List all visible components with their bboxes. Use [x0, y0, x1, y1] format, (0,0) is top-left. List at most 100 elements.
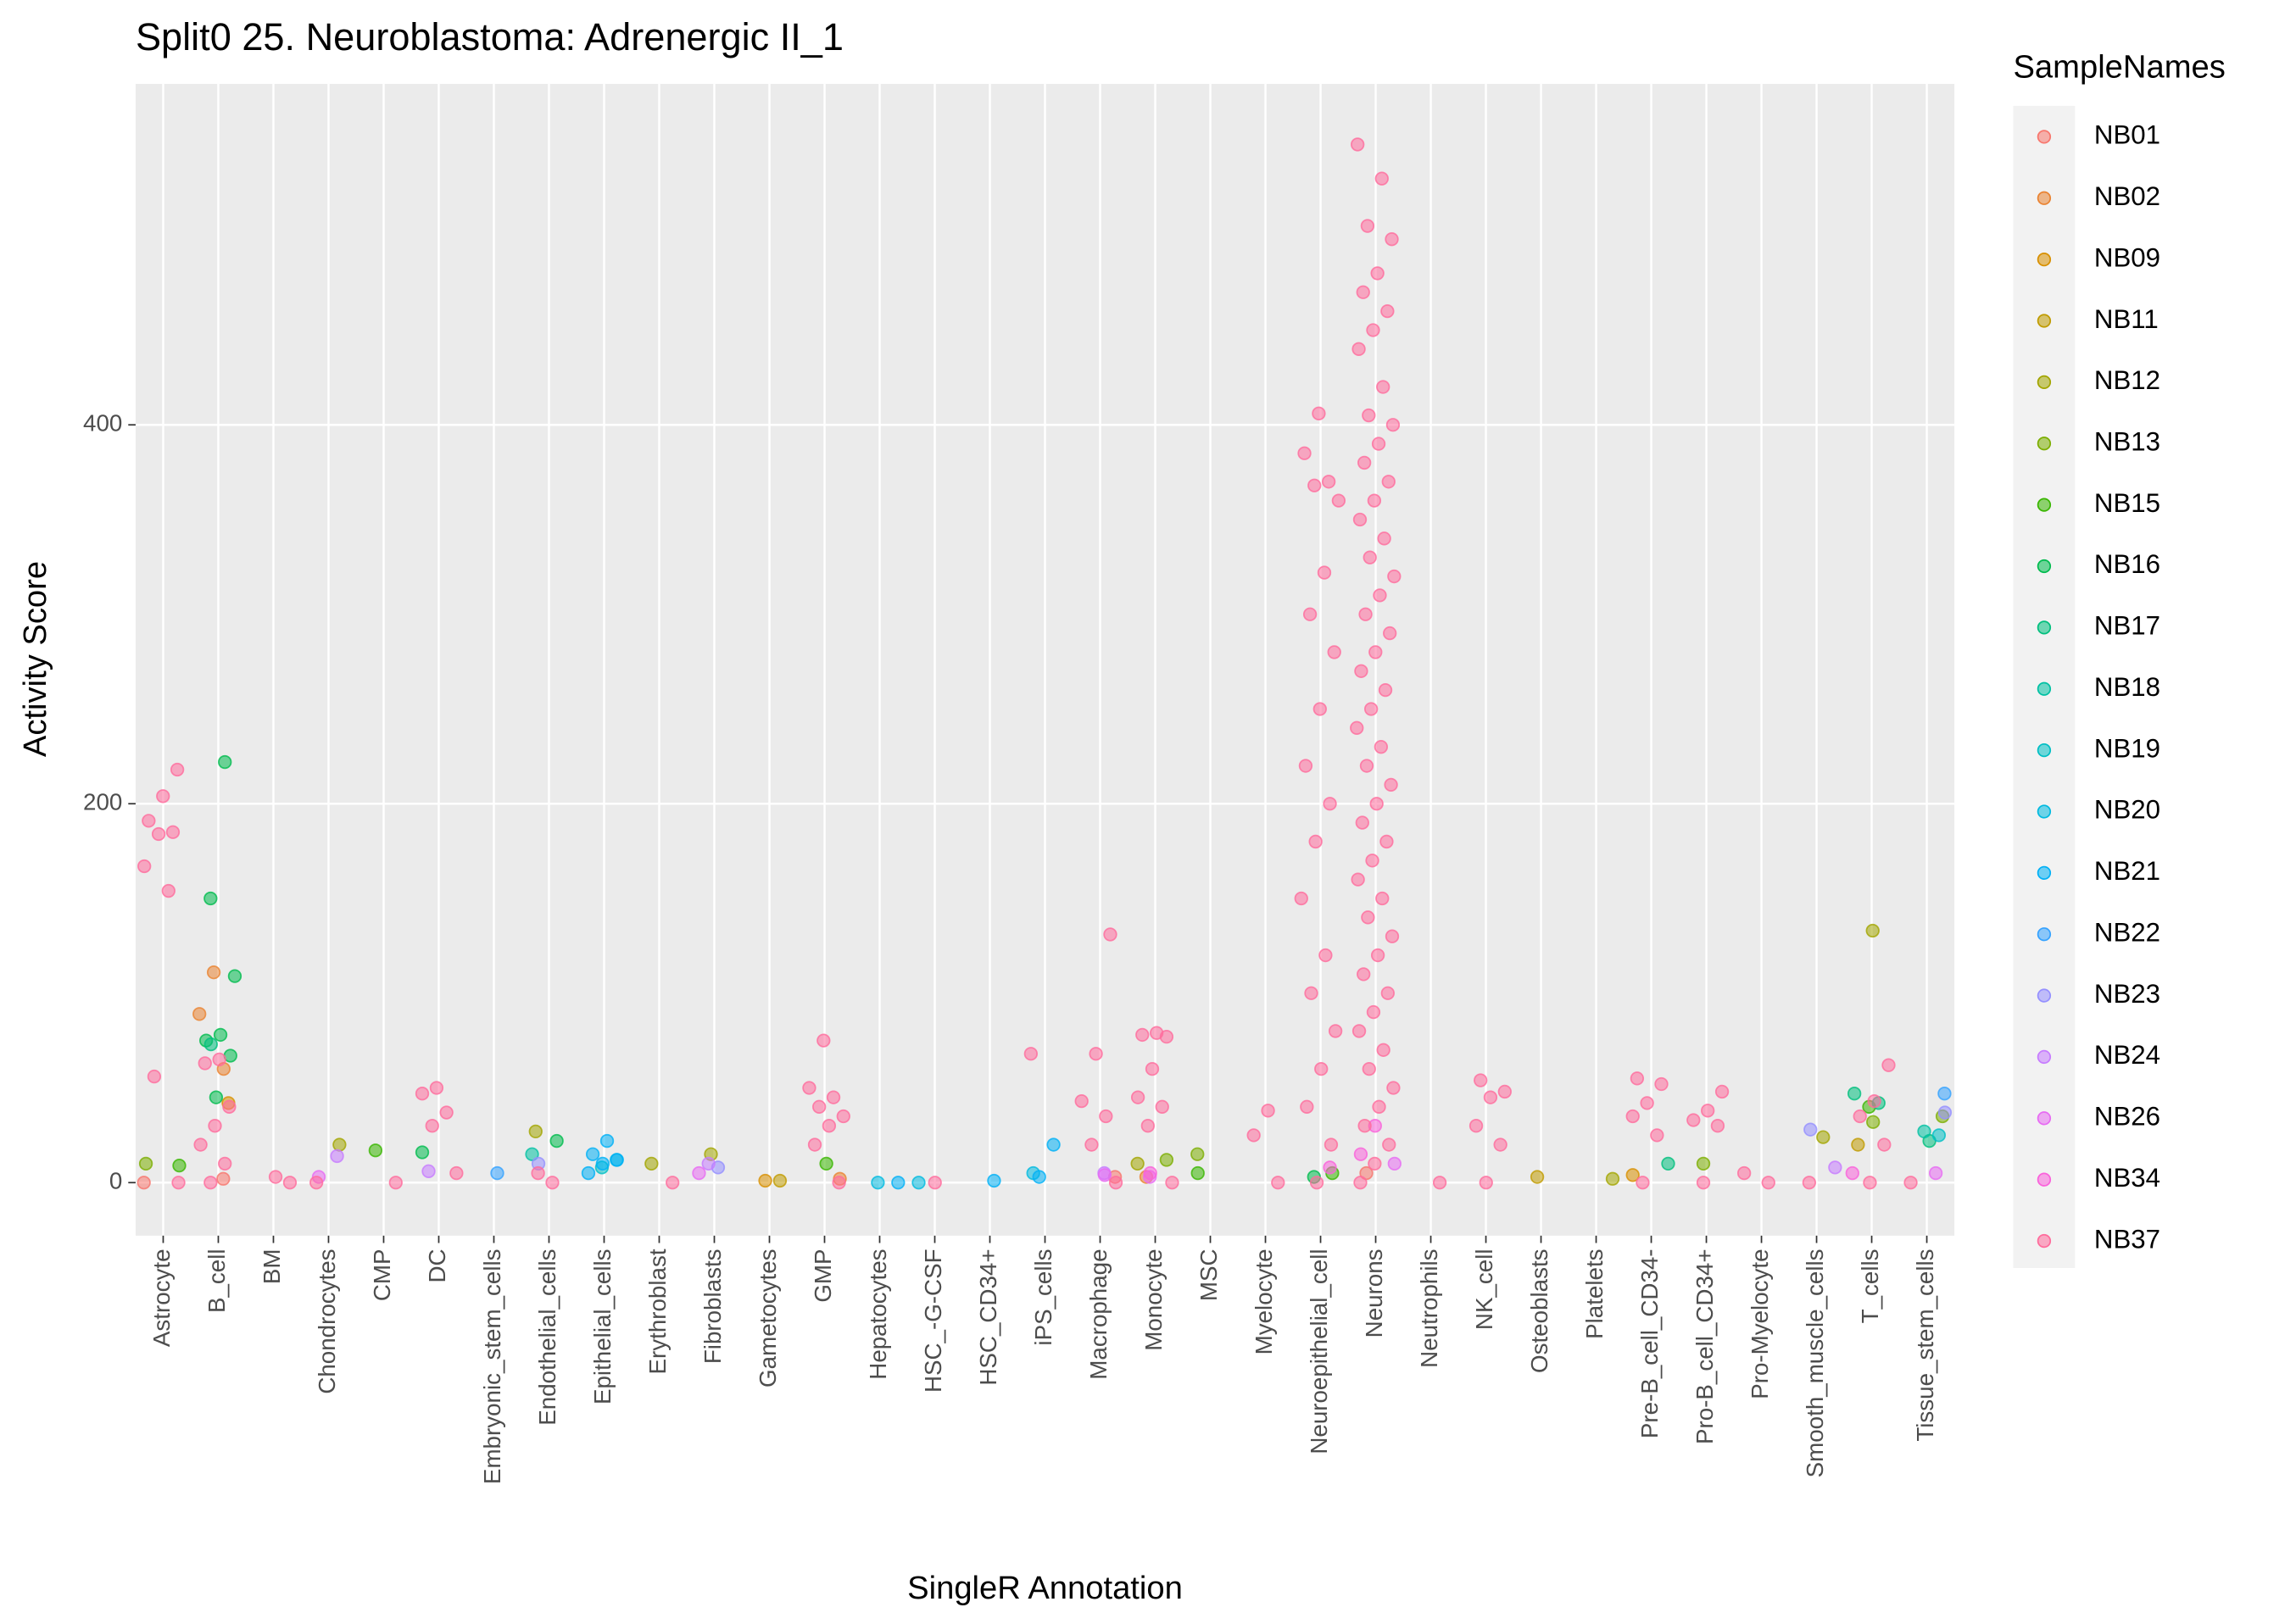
chart-title: Split0 25. Neuroblastoma: Adrenergic II_…	[136, 15, 844, 58]
point	[172, 1158, 187, 1173]
point	[208, 1119, 222, 1133]
point	[599, 1133, 615, 1148]
legend-label: NB15	[2094, 488, 2160, 518]
point	[1903, 1176, 1918, 1190]
x-tick-label: Macrophage	[1085, 1249, 1112, 1379]
point	[1358, 607, 1373, 621]
x-tick-label: Astrocyte	[148, 1249, 175, 1347]
point	[1387, 1156, 1402, 1171]
legend-key	[2037, 437, 2052, 451]
point	[1931, 1128, 1947, 1143]
point	[138, 1156, 153, 1171]
point	[222, 1099, 237, 1115]
point	[1356, 285, 1370, 299]
point	[1046, 1137, 1061, 1152]
point	[807, 1137, 822, 1152]
legend-label: NB16	[2094, 549, 2160, 579]
point	[585, 1147, 600, 1161]
point	[282, 1176, 298, 1190]
point	[1362, 1061, 1376, 1076]
point	[1382, 1137, 1396, 1152]
legend-key	[2037, 252, 2052, 267]
point	[1357, 967, 1371, 982]
point	[439, 1105, 454, 1120]
point	[1369, 797, 1384, 811]
point	[1710, 1119, 1725, 1133]
point	[1376, 380, 1390, 394]
point	[819, 1156, 833, 1171]
point	[1353, 1176, 1368, 1190]
point	[987, 1173, 1001, 1188]
point	[1365, 854, 1379, 868]
point	[1300, 1099, 1314, 1115]
legend-label: NB21	[2094, 856, 2160, 886]
point	[218, 1156, 232, 1171]
point	[1937, 1105, 1953, 1120]
point	[1294, 891, 1308, 906]
point	[1159, 1029, 1174, 1044]
point	[1367, 493, 1382, 508]
point	[701, 1156, 716, 1171]
point	[549, 1133, 564, 1148]
point	[1307, 478, 1322, 492]
point	[1625, 1168, 1640, 1182]
point	[1130, 1156, 1145, 1171]
point	[415, 1145, 430, 1160]
point	[1140, 1119, 1155, 1133]
x-tick-label: Pre-B_cell_CD34-	[1636, 1249, 1663, 1438]
point	[218, 754, 232, 770]
x-tick-label: Neutrophils	[1416, 1249, 1442, 1367]
legend-key	[2037, 865, 2052, 881]
point	[1636, 1176, 1650, 1190]
x-tick-label: Monocyte	[1140, 1249, 1167, 1350]
legend-label: NB01	[2094, 120, 2160, 150]
point	[1379, 834, 1394, 849]
y-tick-label: 400	[83, 410, 122, 437]
point	[203, 891, 218, 906]
point	[490, 1165, 504, 1181]
point	[1165, 1176, 1179, 1190]
point	[165, 825, 181, 839]
x-tick-label: Gametocytes	[755, 1249, 781, 1387]
point	[198, 1056, 212, 1071]
point	[1357, 455, 1372, 470]
point	[1380, 303, 1395, 319]
x-tick-label: CMP	[369, 1249, 395, 1301]
point	[595, 1156, 610, 1171]
point	[227, 969, 242, 983]
point	[1312, 406, 1326, 420]
point	[816, 1033, 831, 1048]
x-tick-label: Epithelial_cells	[589, 1249, 616, 1404]
point	[1696, 1156, 1711, 1171]
point	[1625, 1109, 1640, 1124]
legend-label: NB26	[2094, 1102, 2160, 1132]
point	[1108, 1176, 1123, 1190]
point	[1304, 986, 1318, 1000]
point	[1246, 1128, 1261, 1143]
legend-key	[2037, 559, 2052, 574]
point	[692, 1165, 706, 1181]
x-axis-title: SingleR Annotation	[907, 1570, 1183, 1606]
point	[1714, 1084, 1730, 1099]
legend-key	[2037, 742, 2052, 758]
x-tick-label: Embryonic_stem_cells	[479, 1249, 505, 1484]
point	[928, 1176, 942, 1190]
point	[1324, 1137, 1339, 1152]
point	[1353, 1147, 1368, 1161]
legend-label: NB11	[2094, 304, 2159, 334]
legend-label: NB19	[2094, 733, 2160, 763]
point	[1318, 948, 1333, 963]
point	[1937, 1087, 1952, 1101]
x-tick-label: GMP	[810, 1249, 836, 1302]
point	[911, 1176, 926, 1190]
point	[1023, 1047, 1039, 1061]
point	[836, 1109, 850, 1124]
x-tick-label: Smooth_muscle_cells	[1802, 1249, 1828, 1477]
point	[1097, 1168, 1112, 1182]
point	[1323, 797, 1337, 811]
point	[1370, 948, 1385, 963]
point	[1605, 1171, 1620, 1186]
point	[1828, 1160, 1842, 1175]
point	[206, 965, 221, 980]
point	[1497, 1084, 1512, 1099]
